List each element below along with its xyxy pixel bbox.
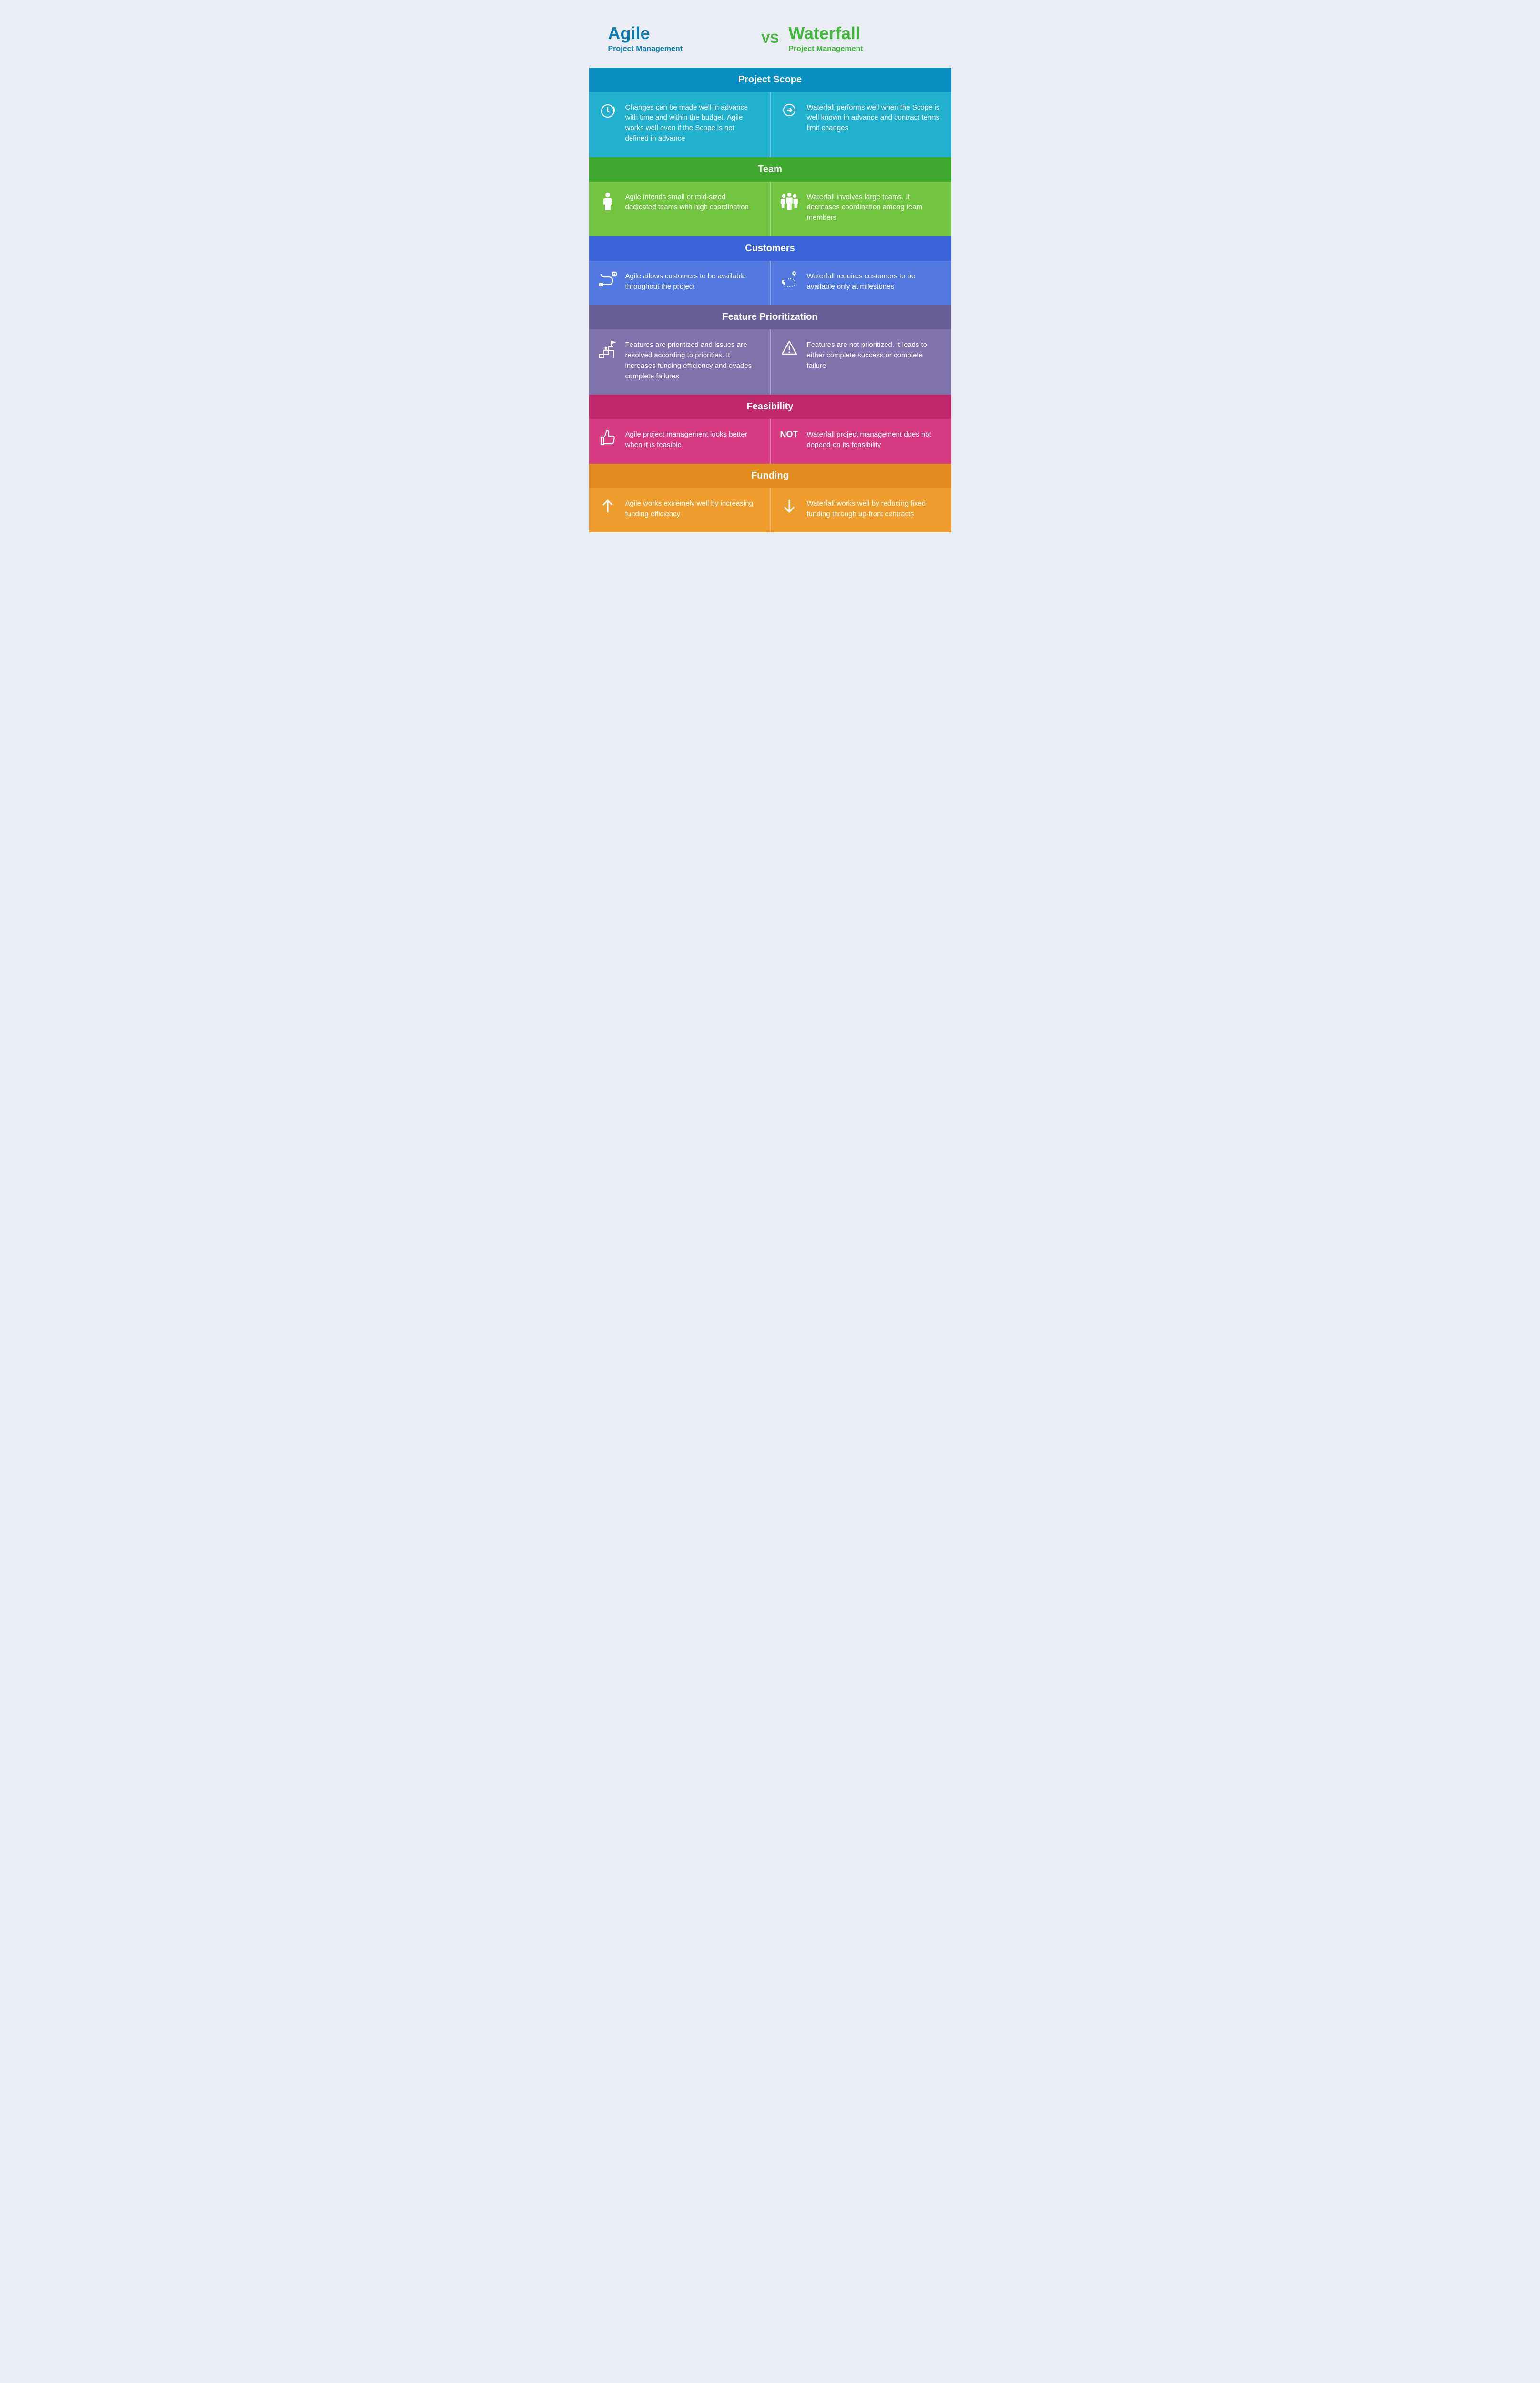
infographic-container: Agile Project Management VS Waterfall Pr… (589, 24, 951, 532)
waterfall-cell: Waterfall involves large teams. It decre… (770, 182, 951, 236)
warning-icon (779, 340, 799, 356)
section-scope: Project Scope Changes can be made well i… (589, 68, 951, 157)
agile-subtitle: Project Management (608, 45, 752, 53)
agile-cell: Agile works extremely well by increasing… (589, 488, 770, 533)
agile-title: Agile (608, 24, 752, 43)
person-icon (598, 192, 618, 210)
waterfall-text: Features are not prioritized. It leads t… (807, 340, 940, 371)
agile-cell: Agile project management looks better wh… (589, 419, 770, 464)
flag-steps-icon (598, 340, 618, 359)
agile-cell: Agile allows customers to be available t… (589, 261, 770, 306)
agile-text: Agile project management looks better wh… (625, 429, 758, 450)
header: Agile Project Management VS Waterfall Pr… (589, 24, 951, 68)
section-feature: Feature Prioritization Features are prio… (589, 305, 951, 395)
agile-text: Agile allows customers to be available t… (625, 271, 758, 292)
section-funding: Funding Agile works extremely well by in… (589, 464, 951, 533)
waterfall-title: Waterfall (788, 24, 932, 43)
agile-text: Changes can be made well in advance with… (625, 102, 758, 144)
waterfall-cell: Waterfall performs well when the Scope i… (770, 92, 951, 157)
agile-cell: Features are prioritized and issues are … (589, 329, 770, 395)
section-customers: Customers Agile allows customers to be a… (589, 236, 951, 306)
header-left: Agile Project Management (608, 24, 752, 53)
waterfall-text: Waterfall performs well when the Scope i… (807, 102, 940, 133)
arrow-circle-icon (779, 102, 799, 118)
section-feasibility: Feasibility Agile project management loo… (589, 395, 951, 464)
waterfall-cell: Features are not prioritized. It leads t… (770, 329, 951, 395)
route-solid-icon (598, 271, 618, 287)
not-label-icon: NOT (779, 429, 799, 439)
agile-cell: Agile intends small or mid-sized dedicat… (589, 182, 770, 236)
not-text: NOT (780, 429, 798, 439)
waterfall-subtitle: Project Management (788, 45, 932, 53)
route-dotted-icon (779, 271, 799, 288)
agile-text: Agile works extremely well by increasing… (625, 499, 758, 519)
vs-label: VS (752, 31, 788, 46)
section-team: Team Agile intends small or mid-sized de… (589, 157, 951, 236)
waterfall-cell: NOT Waterfall project management does no… (770, 419, 951, 464)
waterfall-cell: Waterfall requires customers to be avail… (770, 261, 951, 306)
waterfall-text: Waterfall project management does not de… (807, 429, 940, 450)
section-header: Customers (589, 236, 951, 261)
header-right: Waterfall Project Management (788, 24, 932, 53)
clock-icon (598, 102, 618, 120)
section-header: Feature Prioritization (589, 305, 951, 329)
section-header: Team (589, 157, 951, 182)
waterfall-text: Waterfall works well by reducing fixed f… (807, 499, 940, 519)
section-header: Project Scope (589, 68, 951, 92)
waterfall-text: Waterfall requires customers to be avail… (807, 271, 940, 292)
section-header: Funding (589, 464, 951, 488)
people-group-icon (779, 192, 799, 210)
thumbs-up-icon (598, 429, 618, 447)
arrow-down-icon (779, 499, 799, 514)
arrow-up-icon (598, 499, 618, 514)
agile-text: Features are prioritized and issues are … (625, 340, 758, 381)
waterfall-cell: Waterfall works well by reducing fixed f… (770, 488, 951, 533)
waterfall-text: Waterfall involves large teams. It decre… (807, 192, 940, 223)
agile-cell: Changes can be made well in advance with… (589, 92, 770, 157)
agile-text: Agile intends small or mid-sized dedicat… (625, 192, 758, 213)
section-header: Feasibility (589, 395, 951, 419)
